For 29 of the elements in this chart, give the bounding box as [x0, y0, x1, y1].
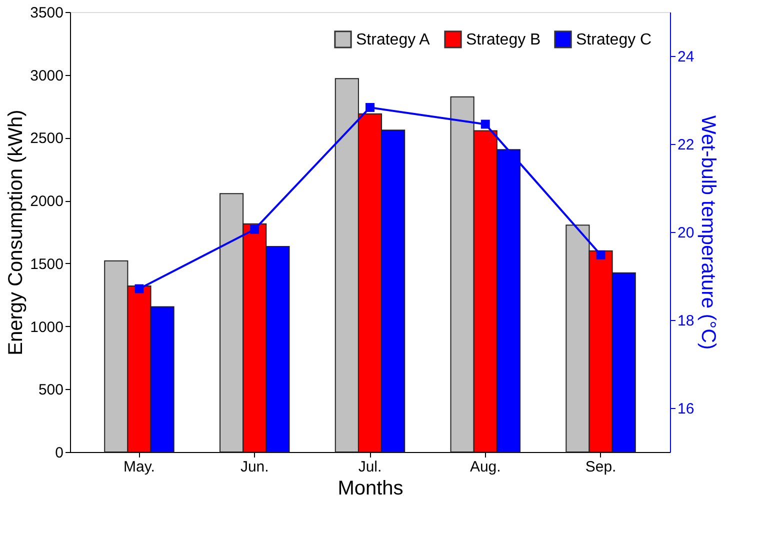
x-tick-label: Jul. [358, 458, 382, 476]
y-tick-label: 1500 [30, 256, 64, 273]
point [366, 103, 374, 112]
legend-label: Strategy B [466, 31, 541, 48]
y2-axis-title: Wet-bulb temperature (°C) [697, 115, 720, 350]
point [480, 120, 490, 129]
y-tick-label: 2000 [30, 193, 64, 210]
point [250, 224, 260, 234]
x-tick-label: Sep. [585, 458, 616, 476]
y-tick-label: 2500 [30, 130, 64, 148]
y-tick-label: 500 [38, 382, 64, 399]
y-axis-title: Energy Consumption (kWh) [5, 110, 28, 356]
point [134, 284, 144, 294]
y-tick-label: 3500 [30, 4, 64, 22]
y2-tick-label: 20 [678, 224, 694, 242]
y2-tick-label: 22 [678, 136, 694, 154]
y-tick-label: 1000 [30, 318, 64, 336]
legend-label: Strategy C [576, 31, 652, 48]
x-tick-label: May. [124, 458, 155, 476]
x-axis-title: Months [338, 478, 404, 500]
y2-tick-label: 24 [678, 48, 694, 66]
legend-label: Strategy A [356, 31, 430, 48]
y-tick-label: 3000 [30, 67, 64, 84]
x-tick-label: Jun. [240, 458, 269, 476]
x-tick-label: Aug. [470, 458, 501, 476]
y-tick-label: 0 [55, 444, 64, 462]
y2-tick-label: 16 [678, 400, 694, 418]
y2-tick-label: 18 [678, 312, 694, 330]
point [596, 250, 606, 260]
